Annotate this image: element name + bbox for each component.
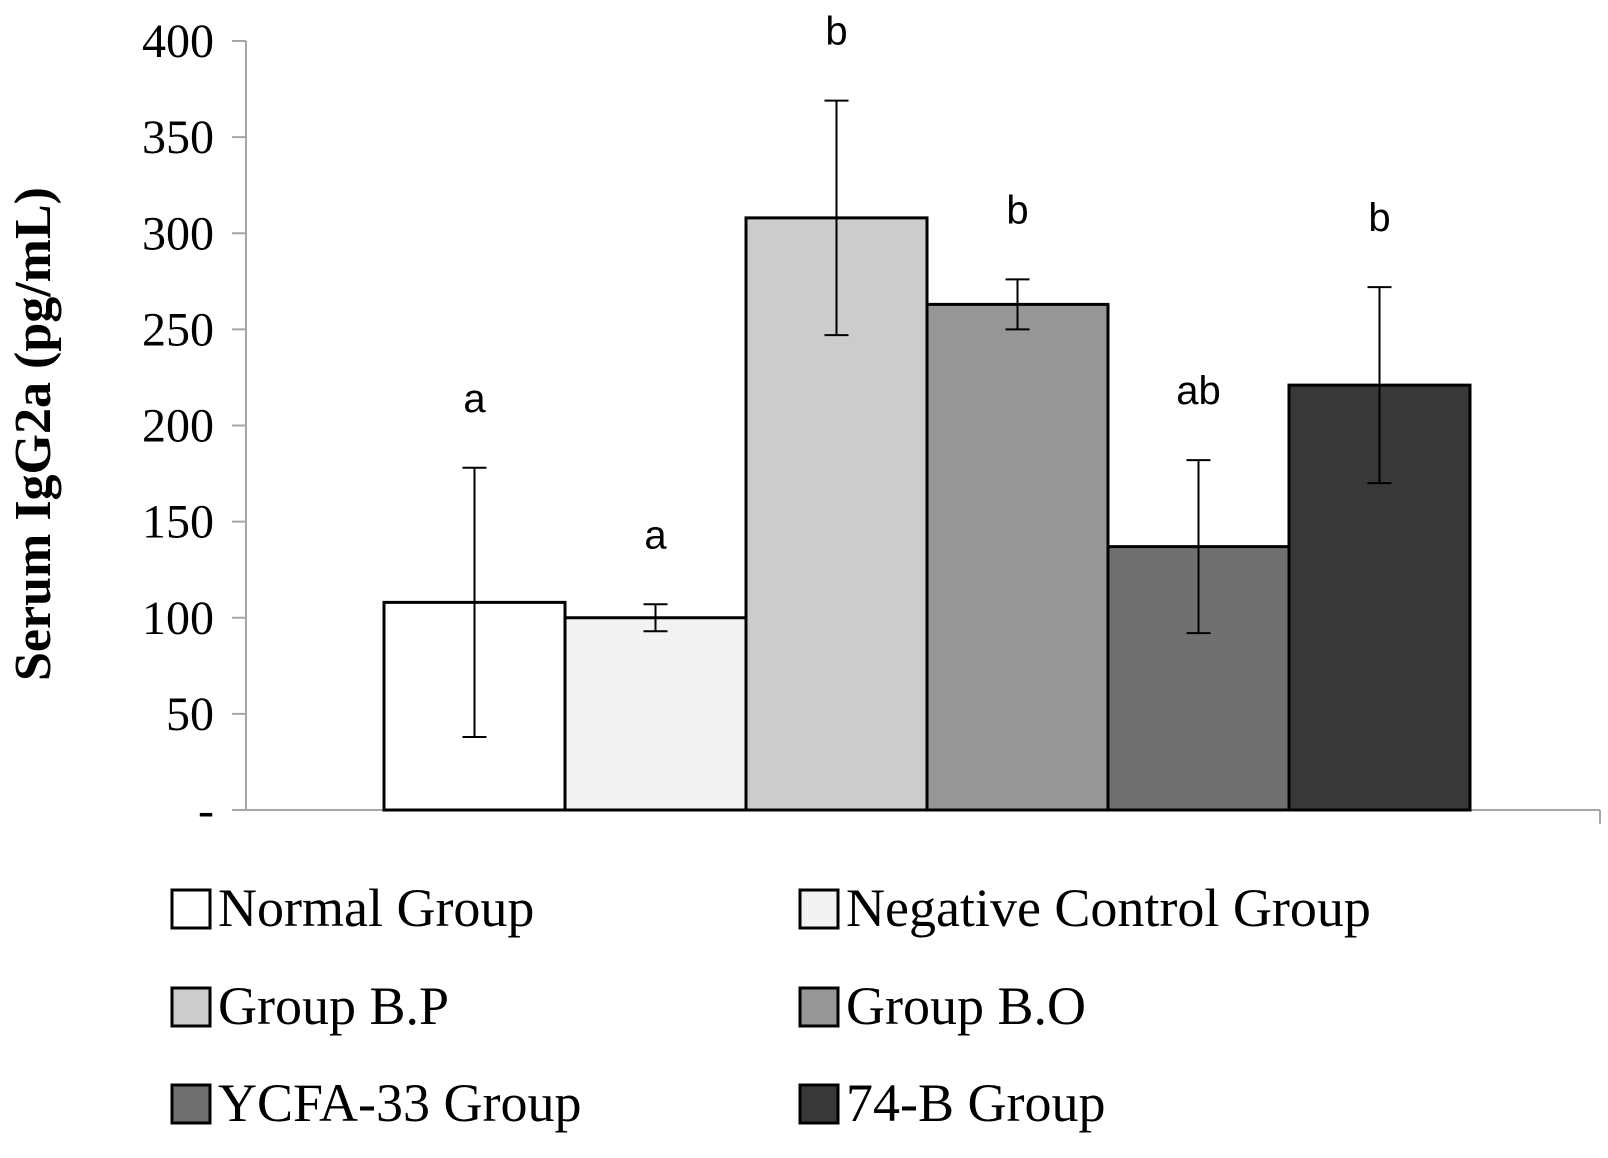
y-ticks: - 50 100 150 200 250 300 350 400: [142, 15, 246, 837]
legend-label: Group B.O: [846, 976, 1086, 1036]
legend-label: Negative Control Group: [846, 878, 1371, 938]
y-tick-label: 350: [142, 111, 214, 164]
legend-swatch: [170, 1083, 212, 1125]
y-tick-label: 250: [142, 303, 214, 356]
legend-swatch: [798, 986, 840, 1028]
y-tick-label: 300: [142, 207, 214, 260]
bar: [925, 302, 1110, 812]
legend-swatch: [798, 1083, 840, 1125]
significance-label: b: [1368, 196, 1390, 240]
legend-label: YCFA-33 Group: [218, 1073, 582, 1133]
bar: [563, 616, 748, 812]
bars: [382, 216, 1472, 812]
y-tick-label: 100: [142, 592, 214, 645]
y-tick-label: 50: [166, 688, 214, 741]
y-tick-label: 200: [142, 400, 214, 453]
significance-label: b: [825, 10, 847, 54]
significance-label: a: [644, 513, 667, 557]
y-tick-label: -: [198, 784, 214, 837]
y-tick-label: 400: [142, 15, 214, 68]
significance-label: b: [1006, 188, 1028, 232]
legend-label: Group B.P: [218, 976, 449, 1036]
legend-label: 74-B Group: [846, 1073, 1105, 1133]
error-bars: [462, 99, 1392, 738]
y-axis-label: Serum IgG2a (pg/mL): [5, 187, 62, 681]
legend-swatch: [170, 986, 212, 1028]
y-tick-label: 150: [142, 496, 214, 549]
legend-swatch: [798, 888, 840, 930]
significance-label: a: [463, 377, 486, 421]
significance-label: ab: [1176, 369, 1221, 413]
legend: Normal Group Negative Control Group Group …: [170, 878, 1371, 1133]
legend-label: Normal Group: [218, 878, 534, 938]
legend-swatch: [170, 888, 212, 930]
